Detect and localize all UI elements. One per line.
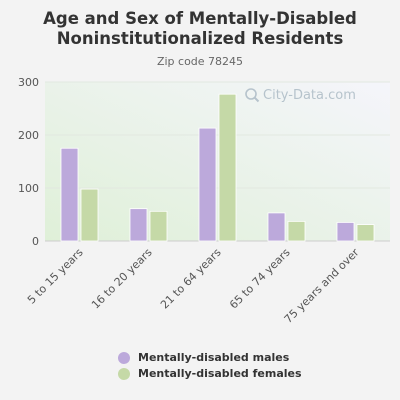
bar-males[interactable] [129,208,148,242]
chart-title: Age and Sex of Mentally-Disabled Noninst… [0,9,400,49]
search-icon [245,88,260,103]
bars [60,93,375,242]
x-tick-label: 21 to 64 years [158,246,224,312]
watermark-text: City-Data.com [263,88,356,103]
bar-males[interactable] [60,147,79,242]
legend: Mentally-disabled males Mentally-disable… [118,350,302,382]
y-tick-label: 100 [18,182,39,195]
chart-title-line-2: Noninstitutionalized Residents [56,29,344,48]
x-tick-label: 65 to 74 years [227,246,293,312]
x-tick-label: 16 to 20 years [89,246,155,312]
grid-lines [45,81,390,242]
bar-females[interactable] [356,224,375,242]
y-tick-label: 200 [18,129,39,142]
y-tick-label: 0 [32,235,39,248]
x-tick-label: 5 to 15 years [25,246,86,307]
legend-item-females: Mentally-disabled females [118,366,302,381]
plot-background [45,82,390,241]
y-axis-ticks: 0 100 200 300 [18,76,39,248]
bar-females[interactable] [80,188,99,242]
legend-label-males: Mentally-disabled males [138,351,290,364]
watermark: City-Data.com [245,88,356,103]
legend-label-females: Mentally-disabled females [138,367,302,380]
bar-chart: 0 100 200 300 City-Data.com 5 to 15 years 16… [18,76,390,326]
legend-item-males: Mentally-disabled males [118,350,302,365]
chart-subtitle: Zip code 78245 [156,55,244,68]
bar-females[interactable] [149,210,168,242]
bar-males[interactable] [198,127,217,242]
bar-males[interactable] [267,212,286,242]
x-tick-label: 75 years and over [282,246,362,326]
bar-males[interactable] [336,222,355,242]
chart-title-line-1: Age and Sex of Mentally-Disabled [43,9,357,28]
legend-swatch-females [118,367,130,380]
x-axis-ticks: 5 to 15 years 16 to 20 years 21 to 64 year… [25,246,362,326]
legend-swatch-males [118,351,130,364]
bar-females[interactable] [218,93,237,242]
y-tick-label: 300 [18,76,39,89]
bar-females[interactable] [287,220,306,242]
